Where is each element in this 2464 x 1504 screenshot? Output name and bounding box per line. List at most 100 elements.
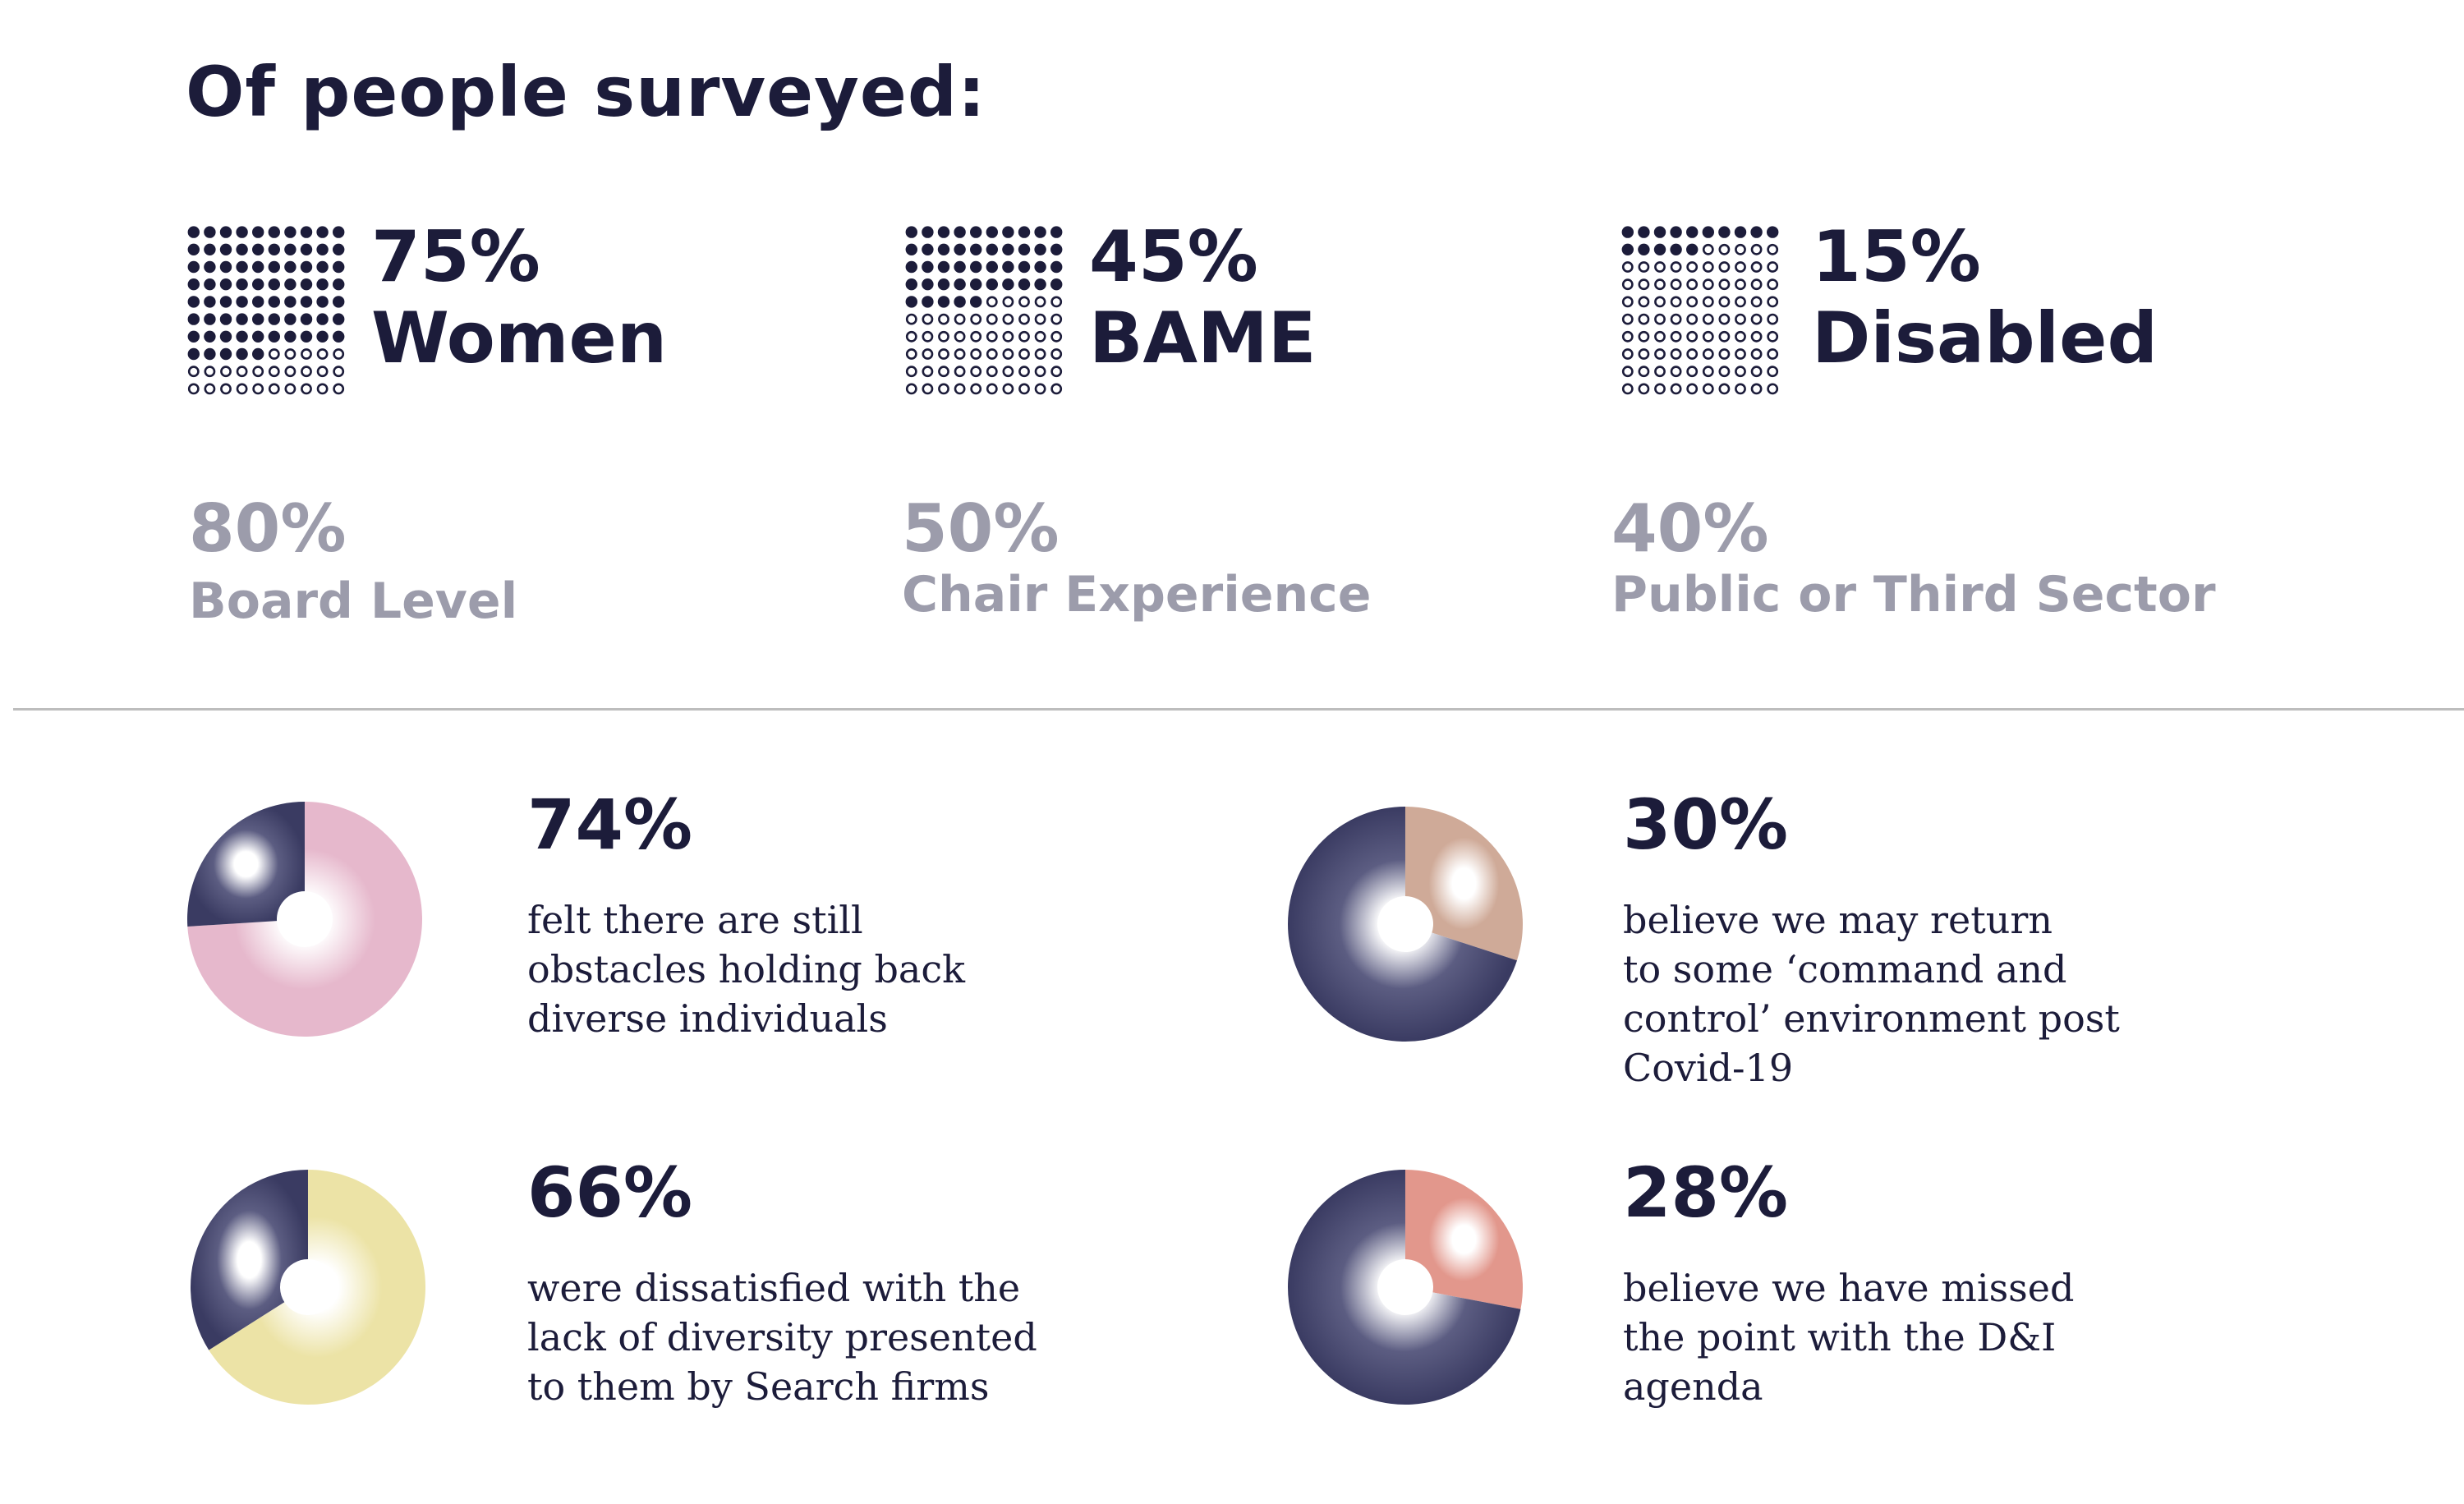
waffle-dot-filled	[316, 313, 329, 325]
waffle-dot-empty	[1718, 313, 1731, 325]
donut-missed-point-desc: believe we have missed the point with th…	[1623, 1266, 2075, 1410]
waffle-dot-filled	[268, 330, 280, 343]
waffle-dot-filled	[268, 260, 280, 274]
stat-bame-pct: 45%	[1089, 216, 1258, 298]
waffle-dot-filled	[219, 278, 232, 291]
waffle-dot-empty	[1718, 261, 1731, 273]
waffle-dot-empty	[1018, 348, 1030, 360]
waffle-dot-empty	[187, 383, 200, 395]
waffle-dot-empty	[1621, 261, 1634, 273]
waffle-dot-filled	[187, 226, 200, 238]
waffle-dot-empty	[1702, 296, 1714, 308]
stat-bame-label: BAME	[1089, 297, 1317, 379]
waffle-dot-empty	[1735, 278, 1746, 291]
donut-slice-remainder	[1288, 807, 1518, 1042]
stat-board-level-pct: 80%	[189, 490, 347, 567]
waffle-dot-empty	[1018, 313, 1030, 325]
waffle-dot-empty	[922, 383, 934, 395]
waffle-dot-filled	[970, 278, 982, 291]
waffle-dot-empty	[1621, 383, 1634, 395]
waffle-dot-filled	[1050, 226, 1063, 238]
waffle-dot-empty	[1750, 313, 1763, 325]
waffle-dot-filled	[1002, 260, 1014, 274]
waffle-bame	[905, 226, 1063, 395]
waffle-dot-filled	[1653, 243, 1666, 255]
waffle-dot-empty	[268, 348, 280, 360]
waffle-dot-empty	[1670, 313, 1682, 325]
donut-obstacles-desc: felt there are still obstacles holding b…	[527, 898, 965, 1042]
waffle-dot-empty	[1767, 383, 1779, 395]
waffle-dot-filled	[1686, 243, 1699, 255]
waffle-dot-filled	[1002, 243, 1014, 255]
waffle-dot-filled	[300, 330, 313, 343]
waffle-dot-empty	[1702, 383, 1714, 395]
waffle-dot-empty	[1654, 278, 1666, 291]
waffle-dot-empty	[1702, 261, 1714, 273]
waffle-dot-filled	[970, 226, 982, 238]
waffle-dot-empty	[1621, 348, 1634, 360]
waffle-dot-filled	[905, 243, 917, 255]
waffle-dot-empty	[1750, 261, 1763, 273]
waffle-dot-filled	[1018, 278, 1031, 291]
waffle-dot-empty	[1767, 261, 1779, 273]
stat-public-third-sector-pct: 40%	[1611, 490, 1769, 567]
waffle-dot-empty	[1735, 243, 1746, 255]
waffle-dot-empty	[905, 348, 917, 360]
stat-chair-experience: 50% Chair Experience	[902, 493, 1371, 624]
waffle-dot-empty	[252, 383, 264, 395]
donut-obstacles-pct: 74%	[527, 784, 693, 865]
waffle-dot-empty	[1750, 296, 1763, 308]
waffle-dot-filled	[204, 243, 216, 255]
waffle-dot-filled	[1767, 226, 1779, 238]
waffle-dot-empty	[236, 366, 248, 378]
waffle-dot-empty	[1621, 313, 1634, 325]
waffle-dot-empty	[301, 366, 312, 378]
waffle-dot-filled	[316, 243, 329, 255]
waffle-dot-filled	[187, 347, 200, 361]
waffle-dot-empty	[954, 383, 966, 395]
waffle-dot-empty	[986, 348, 998, 360]
waffle-dot-empty	[1638, 348, 1650, 360]
waffle-dot-empty	[1670, 383, 1682, 395]
waffle-dot-filled	[937, 243, 950, 255]
waffle-dot-empty	[1670, 296, 1682, 308]
donut-obstacles	[187, 802, 423, 1037]
waffle-dot-empty	[204, 366, 216, 378]
waffle-dot-empty	[1621, 296, 1634, 308]
waffle-dot-empty	[1654, 313, 1666, 325]
waffle-dot-empty	[1034, 348, 1046, 360]
waffle-dot-empty	[938, 348, 949, 360]
waffle-dot-filled	[187, 260, 200, 274]
waffle-dot-filled	[252, 347, 264, 361]
stat-public-third-sector-label: Public or Third Sector	[1611, 566, 2216, 623]
waffle-dot-filled	[252, 313, 264, 325]
waffle-dot-filled	[284, 243, 297, 255]
waffle-dot-empty	[905, 383, 917, 395]
waffle-dot-filled	[284, 330, 297, 343]
waffle-dot-empty	[1002, 313, 1014, 325]
waffle-dot-empty	[1018, 330, 1030, 343]
waffle-dot-empty	[1638, 278, 1650, 291]
waffle-dot-empty	[1654, 348, 1666, 360]
waffle-dot-empty	[1621, 330, 1634, 343]
waffle-dot-filled	[187, 296, 200, 308]
waffle-dot-empty	[1702, 330, 1714, 343]
waffle-dot-filled	[300, 226, 313, 238]
waffle-dot-filled	[268, 278, 280, 291]
waffle-dot-filled	[204, 330, 216, 343]
waffle-dot-filled	[922, 243, 934, 255]
waffle-dot-filled	[316, 226, 329, 238]
waffle-dot-empty	[316, 366, 329, 378]
waffle-dot-filled	[922, 226, 934, 238]
waffle-dot-filled	[905, 226, 917, 238]
waffle-dot-filled	[1018, 226, 1031, 238]
waffle-dot-empty	[187, 366, 200, 378]
waffle-dot-empty	[1034, 383, 1046, 395]
waffle-dot-empty	[1702, 313, 1714, 325]
waffle-dot-empty	[301, 383, 312, 395]
stat-women: 75% Women	[371, 217, 667, 379]
waffle-dot-filled	[1734, 226, 1747, 238]
waffle-dot-empty	[1735, 348, 1746, 360]
waffle-dot-empty	[1050, 313, 1063, 325]
donut-slice-highlight	[1405, 807, 1523, 961]
